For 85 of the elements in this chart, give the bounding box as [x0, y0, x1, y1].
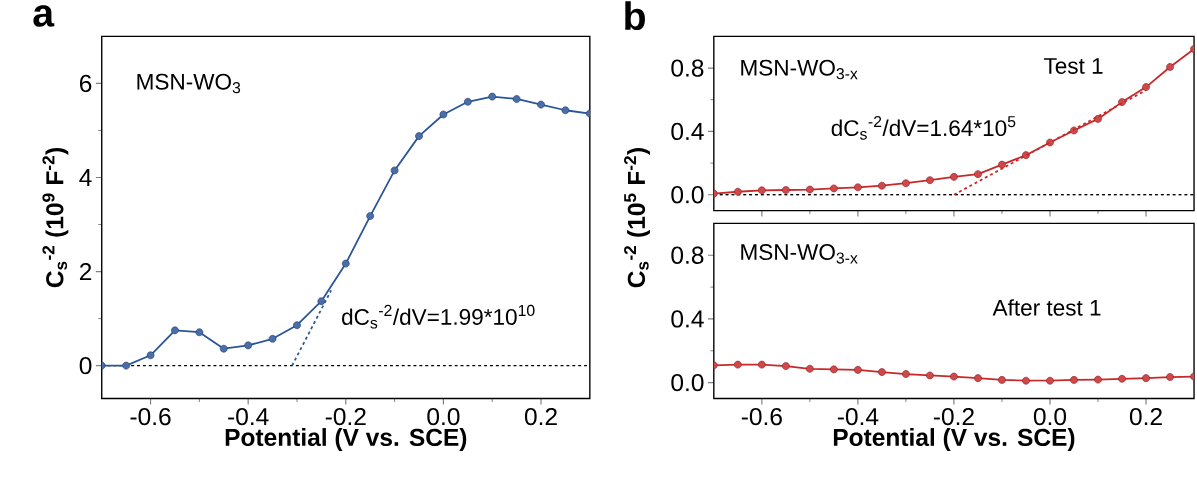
point	[1142, 374, 1150, 382]
chart-title: a	[33, 5, 55, 27]
y-tick-label: 0.0	[671, 185, 704, 204]
point	[758, 186, 766, 195]
annotation: MSN-WO$_{3-x}$	[741, 59, 858, 80]
point	[390, 166, 399, 175]
point	[439, 110, 448, 119]
point	[782, 186, 790, 194]
point	[1070, 375, 1078, 384]
point	[341, 259, 350, 268]
x-tick-label: -0.4	[837, 407, 879, 426]
point	[926, 176, 934, 184]
x-tick-label: 0.0	[1033, 407, 1067, 426]
point	[950, 172, 958, 181]
x-axis-title: Potential (V vs. SCE)	[833, 427, 1075, 451]
point	[512, 95, 521, 103]
point	[537, 100, 545, 109]
point	[244, 341, 253, 350]
y-tick-label: 0.8	[671, 246, 704, 264]
y-tick-label: 4	[79, 168, 92, 186]
x-tick-label: -0.4	[228, 407, 269, 426]
point	[1046, 376, 1054, 385]
y-tick-label: 0	[79, 356, 92, 375]
y-tick-label: 0.4	[671, 310, 704, 328]
point	[463, 97, 472, 106]
point	[366, 212, 375, 220]
point	[146, 351, 155, 360]
point	[806, 364, 814, 373]
point	[782, 362, 790, 370]
annotation: dC$_{s}$$^{-2}$/dV=1.99*10$^{10}$	[342, 304, 535, 329]
point	[1166, 63, 1174, 71]
point	[854, 365, 862, 374]
point	[195, 328, 204, 336]
y-tick-label: 2	[79, 262, 92, 281]
point	[902, 179, 910, 187]
x-tick-label: 0.2	[524, 407, 557, 426]
y-tick-label: 0.0	[671, 373, 704, 392]
point	[415, 132, 423, 140]
point	[488, 92, 497, 101]
point	[998, 160, 1006, 169]
point	[950, 372, 958, 381]
y-tick-label: 6	[79, 74, 92, 93]
point	[902, 370, 910, 378]
x-tick-label: -0.6	[130, 407, 171, 426]
annotation: Test 1	[1043, 58, 1103, 74]
point	[1142, 83, 1150, 91]
y-tick-label: 0.8	[671, 59, 704, 77]
x-tick-label: 0.2	[1129, 407, 1162, 426]
x-tick-label: 0.0	[427, 407, 460, 426]
annotation: dC$_{s}$$^{-2}$/dV=1.64*10$^{5}$	[831, 115, 1016, 140]
point	[974, 374, 982, 382]
point	[293, 321, 301, 329]
point	[830, 365, 838, 374]
point	[317, 297, 326, 305]
point	[1118, 374, 1126, 383]
x-tick-label: -0.2	[325, 407, 366, 426]
x-tick-label: -0.2	[933, 407, 974, 426]
point	[974, 170, 982, 178]
y-axis-title: C$_{s}$$^{-2}$ (10$^{5}$ F$^{-2}$)	[624, 147, 650, 288]
point	[1094, 375, 1102, 384]
point	[854, 183, 862, 192]
y-axis-title: C$_{s}$$^{-2}$ (10$^{9}$ F$^{-2}$)	[42, 147, 69, 288]
point	[1166, 373, 1174, 381]
point	[830, 184, 838, 193]
x-tick-label: -0.6	[741, 407, 782, 426]
point	[733, 360, 742, 369]
point	[268, 334, 277, 343]
point	[878, 181, 886, 190]
point	[878, 368, 886, 376]
point	[998, 375, 1006, 384]
point	[219, 344, 228, 353]
annotation: MSN-WO$_{3-x}$	[741, 243, 858, 264]
annotation: After test 1	[992, 299, 1101, 316]
point	[758, 360, 766, 369]
point	[561, 106, 570, 114]
point	[733, 187, 742, 196]
y-tick-label: 0.4	[671, 122, 704, 140]
annotation: MSN-WO$_{3}$	[137, 73, 241, 94]
point	[1022, 376, 1030, 385]
point	[122, 361, 130, 370]
point	[926, 371, 934, 380]
point	[806, 185, 814, 194]
point	[171, 326, 179, 335]
x-axis-title: Potential (V vs. SCE)	[225, 427, 467, 451]
chart-title: b	[625, 1, 645, 31]
